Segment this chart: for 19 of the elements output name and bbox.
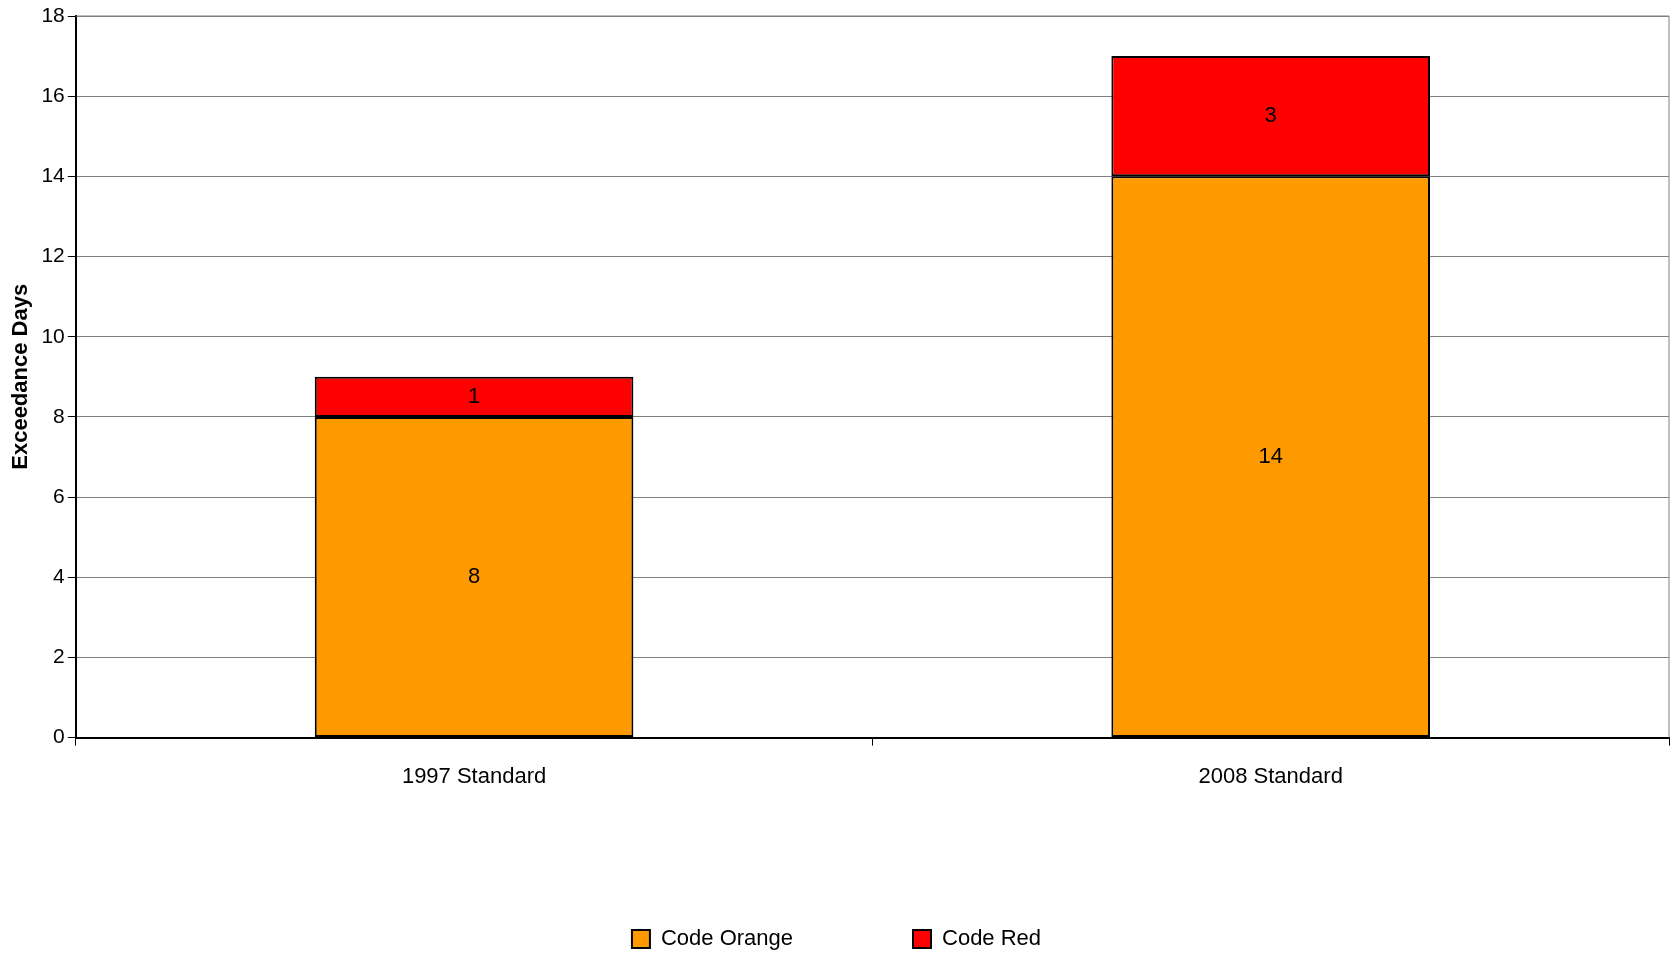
data-label: 1 (467, 382, 481, 408)
y-axis-title: Exceedance Days (7, 283, 33, 470)
data-label: 14 (1258, 442, 1283, 468)
y-tick-label: 16 (41, 82, 65, 106)
y-tick-label: 4 (53, 564, 66, 588)
y-tick-label: 14 (41, 163, 66, 187)
y-tick-label: 18 (41, 2, 65, 26)
x-tick-label: 2008 Standard (1198, 762, 1343, 788)
y-tick-label: 0 (53, 724, 65, 748)
y-tick-label: 10 (41, 323, 65, 347)
data-label: 8 (467, 563, 481, 589)
y-tick-label: 8 (53, 403, 65, 427)
data-label: 3 (1264, 102, 1277, 128)
x-tick-label: 1997 Standard (401, 762, 547, 788)
legend-label: Code Orange (660, 925, 794, 951)
legend-label: Code Red (942, 925, 1042, 951)
y-tick-label: 12 (41, 243, 65, 267)
y-tick-label: 2 (53, 644, 65, 668)
y-tick-label: 6 (53, 483, 65, 507)
